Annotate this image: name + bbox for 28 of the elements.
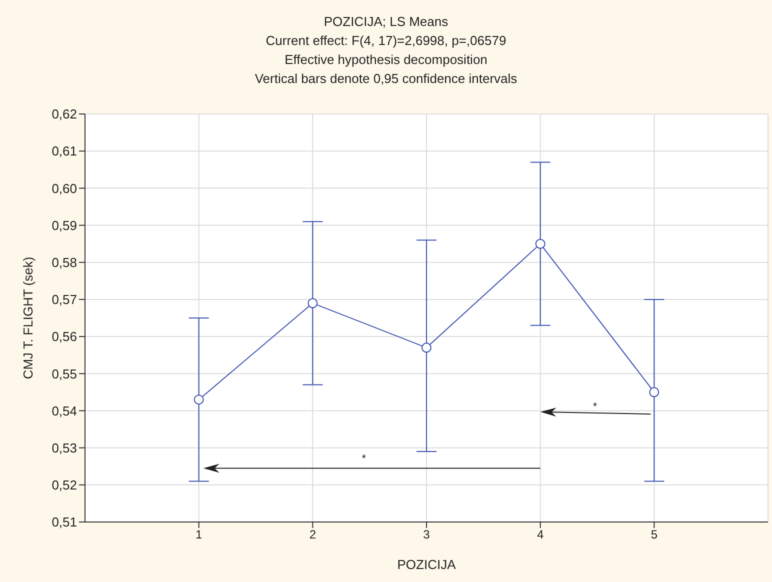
y-tick-label: 0,53 [52,440,77,456]
y-tick-label: 0,62 [52,106,77,122]
y-tick-label: 0,52 [52,478,77,493]
point [535,238,546,249]
chart-subtitle: Current effect: F(4, 17)=2,6998, p=,06579 Effective hypothesis decomposition Vertical bars denote 0,95 confidence intervals [254,32,518,88]
y-tick-label: 0,55 [52,366,77,382]
y-tick-label: 0,56 [52,329,77,344]
annotation: * [592,400,598,413]
x-tick-label: 3 [423,528,430,542]
y-tick-label: 0,57 [52,292,77,308]
point [308,298,318,308]
point [649,387,660,398]
y-tick-label: 0,61 [52,144,77,159]
x-tick-label: 5 [650,528,658,542]
y-tick-label: 0,51 [52,514,77,530]
x-tick-label: 1 [195,528,202,542]
point [422,342,432,353]
y-axis-title: CMJ T. FLIGHT (sek) [20,256,36,380]
x-axis-title: POZICIJA [397,557,456,572]
chart-title: POZICIJA; LS Means [322,13,450,31]
x-tick-label: 4 [536,528,544,542]
y-tick-label: 0,60 [52,180,77,196]
x-tick-label: 2 [309,528,316,542]
annotation: * [362,452,367,465]
y-tick-label: 0,54 [52,403,77,418]
y-tick-label: 0,58 [52,254,77,270]
point [194,394,204,405]
y-tick-label: 0,59 [52,218,77,233]
